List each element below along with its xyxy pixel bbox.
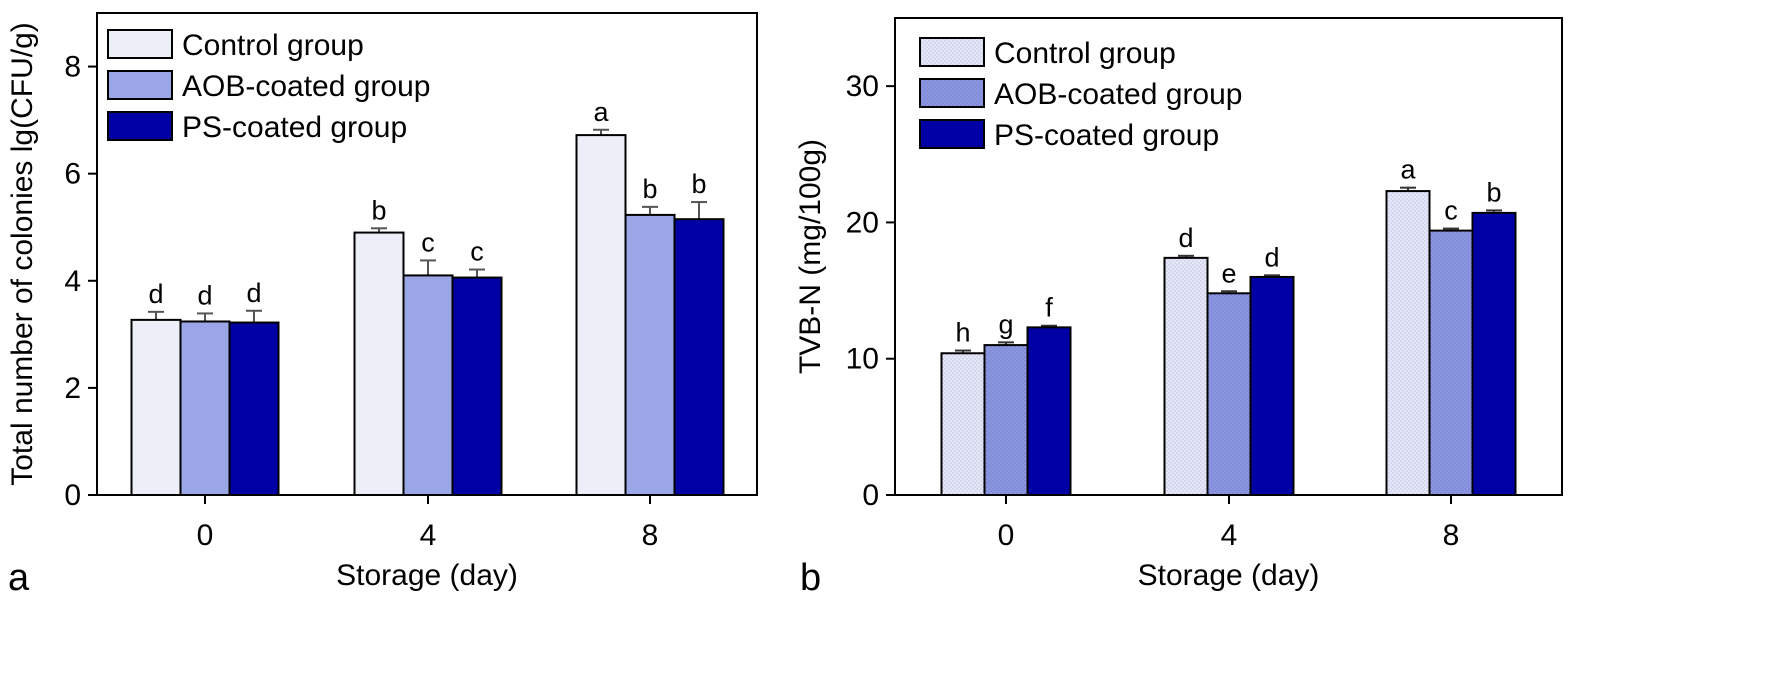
significance-label: d	[148, 279, 163, 309]
legend-swatch	[919, 78, 985, 108]
x-axis-title: Storage (day)	[336, 559, 518, 592]
significance-label: b	[642, 174, 657, 204]
bar	[402, 274, 454, 496]
y-tick-label: 2	[64, 372, 81, 405]
x-tick-label: 0	[998, 519, 1015, 552]
bar	[130, 318, 182, 496]
x-axis-title: Storage (day)	[1138, 559, 1320, 592]
significance-label: b	[371, 195, 386, 225]
x-tick-label: 4	[420, 519, 437, 552]
bar	[1206, 292, 1252, 496]
y-tick-label: 6	[64, 158, 81, 191]
significance-label: c	[421, 227, 435, 257]
significance-label: a	[593, 97, 609, 127]
significance-label: h	[955, 318, 970, 348]
legend-swatch	[107, 70, 173, 100]
bar	[1026, 326, 1072, 496]
y-tick-label: 0	[64, 479, 81, 512]
x-tick-label: 8	[642, 519, 659, 552]
y-tick-label: 4	[64, 265, 81, 298]
y-tick-label: 0	[862, 479, 879, 512]
legend-label: AOB-coated group	[994, 78, 1242, 111]
legend-label: Control group	[182, 29, 364, 62]
legend-swatch	[919, 37, 985, 67]
chart-panel-a: 0 2 4 6 8 0 4 8 d b a d c b d c b Control group AOB-coated…	[6, 12, 758, 599]
legend-label: AOB-coated group	[182, 70, 430, 103]
legend-swatch	[107, 111, 173, 141]
significance-label: f	[1045, 293, 1053, 323]
significance-label: d	[1178, 223, 1193, 253]
chart-panel-b: 0 10 20 30 0 4 8 h d a g e c f d b Control group AOB-coat…	[794, 17, 1563, 599]
bar	[983, 344, 1029, 497]
y-tick-label: 20	[846, 206, 879, 239]
panel-letter: b	[800, 557, 821, 599]
legend-label: PS-coated group	[182, 111, 407, 144]
bar	[673, 218, 725, 496]
x-tick-label: 4	[1221, 519, 1238, 552]
bar	[624, 213, 676, 496]
y-tick-label: 10	[846, 343, 879, 376]
bar	[1163, 256, 1209, 496]
bar	[1385, 190, 1431, 496]
y-axis-title: Total number of colonies lg(CFU/g)	[6, 22, 39, 486]
bar	[179, 320, 231, 497]
significance-label: e	[1221, 258, 1236, 288]
y-tick-label: 30	[846, 70, 879, 103]
panel-letter: a	[8, 557, 30, 599]
significance-label: d	[246, 278, 261, 308]
y-tick-label: 8	[64, 51, 81, 84]
bar	[1471, 211, 1517, 496]
significance-label: g	[998, 309, 1013, 339]
bar	[940, 352, 986, 496]
bar	[1249, 275, 1295, 497]
bar	[575, 134, 627, 497]
bar	[228, 321, 280, 496]
significance-label: b	[1486, 177, 1501, 207]
significance-label: b	[691, 169, 706, 199]
legend-label: Control group	[994, 37, 1176, 70]
bar	[451, 276, 503, 497]
significance-label: c	[470, 237, 484, 267]
legend-swatch	[107, 29, 173, 59]
legend-label: PS-coated group	[994, 119, 1219, 152]
y-axis-title: TVB-N (mg/100g)	[794, 139, 827, 374]
significance-label: c	[1444, 196, 1458, 226]
x-tick-label: 8	[1443, 519, 1460, 552]
x-tick-label: 0	[197, 519, 214, 552]
bar	[1428, 229, 1474, 496]
significance-label: a	[1400, 155, 1416, 185]
bar	[353, 231, 405, 496]
significance-label: d	[1264, 242, 1279, 272]
legend-swatch	[919, 119, 985, 149]
significance-label: d	[197, 280, 212, 310]
